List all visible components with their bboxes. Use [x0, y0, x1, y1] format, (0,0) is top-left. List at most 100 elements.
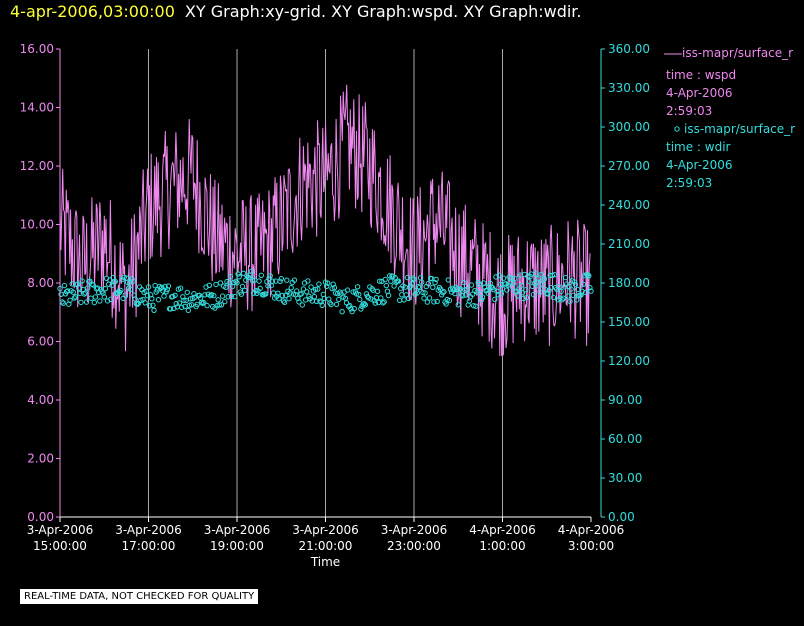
wdir-point [562, 274, 569, 281]
wdir-point [216, 302, 223, 308]
wdir-point [177, 285, 184, 291]
y-left-tick-label: 14.00 [20, 101, 54, 115]
y-left-tick-label: 4.00 [27, 393, 54, 407]
wdir-point [319, 302, 325, 308]
wdir-point [266, 275, 272, 281]
wdir-point [582, 289, 589, 296]
wdir-point [405, 295, 412, 302]
x-tick-label: 3-Apr-2006 [381, 523, 448, 537]
wdir-point [291, 277, 298, 283]
wdir-point [180, 294, 186, 300]
wdir-point [294, 288, 300, 294]
wdir-point [513, 289, 519, 295]
wdir-point [460, 293, 466, 299]
wdir-point [419, 279, 425, 285]
wdir-point [267, 273, 273, 279]
wdir-point [82, 290, 89, 296]
y-left-tick-label: 0.00 [27, 510, 54, 524]
wdir-series [57, 268, 594, 315]
wdir-point [381, 299, 387, 305]
wdir-point [144, 292, 151, 299]
wdir-point [536, 283, 542, 289]
graph-title: XY Graph:xy-grid. XY Graph:wspd. XY Grap… [184, 2, 582, 21]
wdir-point [305, 278, 311, 284]
wdir-point [572, 281, 579, 288]
wdir-point [446, 297, 453, 304]
wdir-point [496, 272, 502, 278]
x-tick-label: 1:00:00 [479, 539, 525, 553]
wdir-point [155, 297, 162, 303]
wdir-point [79, 278, 85, 284]
wdir-point [565, 293, 571, 299]
wdir-point [161, 293, 167, 299]
legend-subtitle: time : wdir [666, 140, 731, 154]
wdir-point [585, 272, 591, 278]
wdir-point [357, 296, 363, 303]
wdir-point [464, 286, 470, 292]
y-left-tick-label: 6.00 [27, 335, 54, 349]
wdir-point [377, 278, 383, 284]
wdir-point [107, 277, 113, 283]
legend-circle-marker [674, 126, 680, 132]
y-left-tick-label: 12.00 [20, 159, 54, 173]
wdir-point [277, 278, 283, 284]
wdir-point [348, 306, 354, 312]
wdir-point [240, 270, 247, 276]
x-tick-label: 21:00:00 [299, 539, 353, 553]
wdir-point [186, 302, 193, 309]
wdir-point [239, 283, 246, 290]
wdir-point [432, 279, 438, 286]
wdir-point [542, 287, 549, 293]
wdir-point [97, 298, 103, 304]
wdir-point [122, 292, 129, 298]
x-tick-label: 4-Apr-2006 [558, 523, 625, 537]
wdir-point [227, 273, 234, 280]
wdir-point [165, 283, 172, 289]
wdir-point [568, 286, 574, 292]
wdir-point [128, 286, 134, 292]
wdir-point [118, 287, 124, 294]
wdir-point [70, 289, 77, 295]
wdir-point [196, 292, 203, 298]
wdir-point [473, 303, 479, 309]
wdir-point [304, 289, 310, 295]
wdir-point [492, 296, 498, 302]
wdir-point [567, 298, 573, 305]
wdir-point [485, 290, 491, 296]
wdir-point [494, 288, 500, 295]
wdir-point [421, 295, 427, 301]
wdir-point [388, 278, 394, 284]
wdir-point [318, 299, 324, 305]
wdir-point [256, 278, 262, 284]
y-right-tick-label: 120.00 [608, 354, 650, 368]
wdir-point [149, 296, 155, 302]
wdir-point [431, 299, 437, 305]
wdir-point [383, 282, 389, 289]
wdir-point [512, 275, 518, 282]
wdir-point [414, 290, 420, 296]
wdir-point [441, 289, 447, 295]
x-tick-label: 19:00:00 [210, 539, 264, 553]
wdir-point [515, 293, 521, 299]
wdir-point [167, 306, 174, 312]
wdir-point [573, 297, 580, 303]
wdir-point [538, 271, 544, 278]
wdir-point [533, 271, 539, 277]
legend-item-wspd: iss-mapr/surface_r time : wspd 4-Apr-200… [648, 44, 804, 118]
wdir-point [298, 291, 304, 297]
legend-subtitle: time : wspd [666, 68, 737, 82]
wdir-point [315, 286, 321, 292]
wdir-point [325, 280, 331, 286]
legend-line-marker [664, 53, 682, 55]
wdir-point [191, 291, 197, 297]
wdir-point [471, 303, 477, 309]
wdir-point [112, 278, 119, 285]
wdir-point [461, 279, 467, 286]
x-tick-label: 3:00:00 [568, 539, 614, 553]
wdir-point [102, 286, 109, 292]
wdir-point [187, 296, 194, 302]
wdir-point [306, 293, 312, 299]
y-right-tick-label: 270.00 [608, 159, 650, 173]
wdir-point [222, 298, 228, 305]
wdir-point [194, 301, 200, 308]
